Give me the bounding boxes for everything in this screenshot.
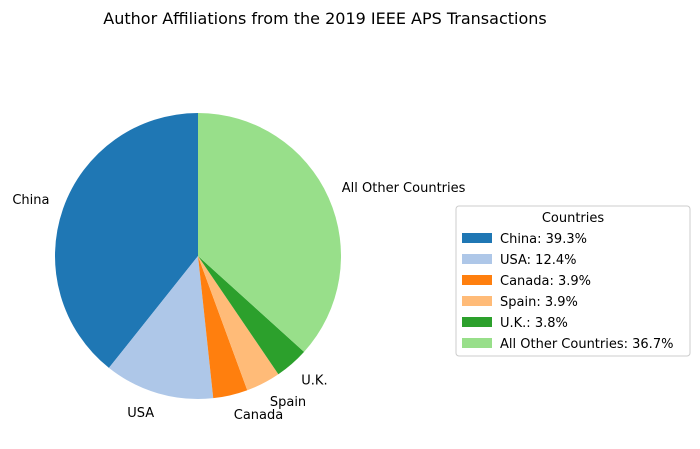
pie-slice-china (54, 113, 199, 368)
legend-swatch-u-k (462, 317, 492, 327)
legend-swatch-spain (462, 296, 492, 306)
pie-slice-usa (108, 256, 214, 399)
pie-slices (54, 113, 341, 399)
pie-slice-u-k (198, 256, 305, 375)
legend-label-usa: USA: 12.4% (500, 253, 576, 268)
legend-label-spain: Spain: 3.9% (500, 295, 578, 310)
legend-swatch-china (462, 233, 492, 243)
slice-label-canada: Canada (234, 408, 283, 423)
legend-swatch-all-other-countries (462, 338, 492, 348)
slice-label-all-other-countries: All Other Countries (342, 181, 466, 196)
legend-title: Countries (542, 211, 605, 226)
pie-slice-canada (198, 256, 248, 399)
legend-label-china: China: 39.3% (500, 232, 587, 247)
legend-swatch-usa (462, 254, 492, 264)
slice-label-spain: Spain (270, 395, 306, 410)
legend-label-all-other-countries: All Other Countries: 36.7% (500, 337, 673, 352)
chart-title: Author Affiliations from the 2019 IEEE A… (103, 9, 546, 28)
pie-slice-spain (198, 256, 279, 391)
legend-swatch-canada (462, 275, 492, 285)
legend-label-canada: Canada: 3.9% (500, 274, 591, 289)
slice-label-usa: USA (127, 406, 154, 421)
slice-label-china: China (12, 193, 49, 208)
legend-label-u-k: U.K.: 3.8% (500, 316, 568, 331)
slice-label-u-k: U.K. (301, 374, 327, 389)
legend: Countries China: 39.3% USA: 12.4% Canada: … (455, 205, 691, 357)
pie-slice-all-other-countries (198, 113, 341, 352)
legend-items: China: 39.3% USA: 12.4% Canada: 3.9% Spain:… (462, 232, 673, 352)
legend-frame (455, 205, 691, 357)
